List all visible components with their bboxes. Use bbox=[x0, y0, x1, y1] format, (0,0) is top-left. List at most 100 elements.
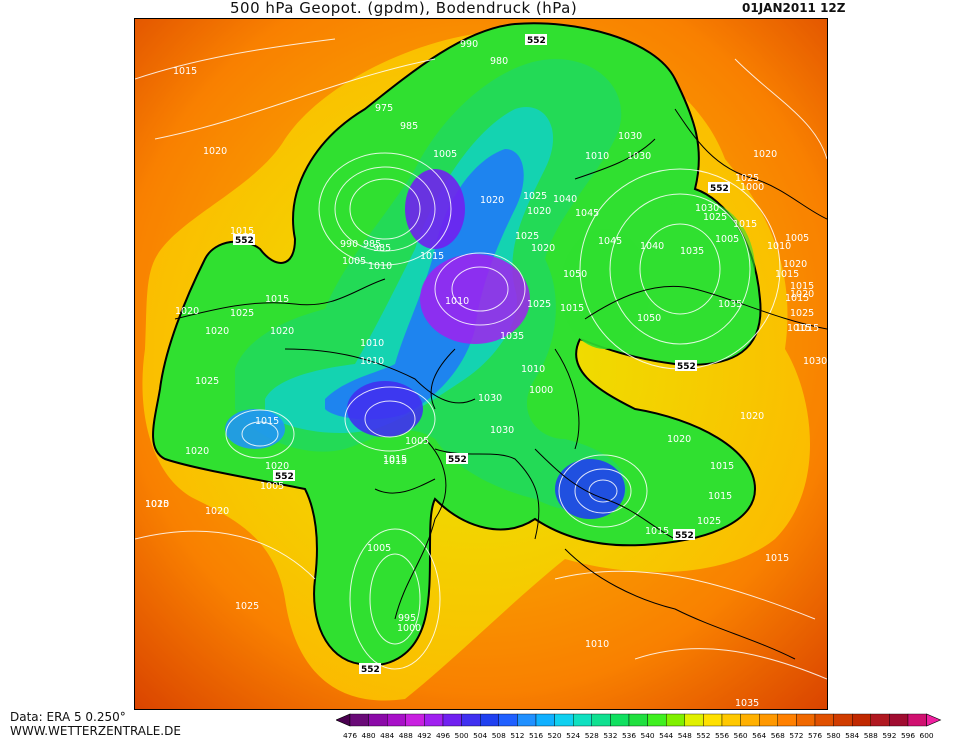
colorbar-swatch bbox=[591, 713, 611, 727]
pressure-label: 1030 bbox=[490, 425, 514, 436]
pressure-label: 1015 bbox=[785, 293, 809, 304]
pressure-label: 1015 bbox=[383, 454, 407, 465]
pressure-label: 1020 bbox=[203, 146, 227, 157]
colorbar-tick-label: 560 bbox=[734, 731, 748, 740]
data-source-label: Data: ERA 5 0.250° bbox=[10, 710, 126, 724]
colorbar-swatch bbox=[424, 713, 444, 727]
geopotential-label-box bbox=[675, 360, 697, 371]
colorbar-tick-label: 532 bbox=[603, 731, 617, 740]
pressure-label: 975 bbox=[375, 103, 393, 114]
pressure-label: 1020 bbox=[205, 326, 229, 337]
pressure-label: 1020 bbox=[185, 446, 209, 457]
colorbar-tick-label: 584 bbox=[845, 731, 859, 740]
pressure-label: 1020 bbox=[265, 461, 289, 472]
colorbar-tick-label: 544 bbox=[659, 731, 673, 740]
geopotential-label-box bbox=[525, 34, 547, 45]
pressure-label: 985 bbox=[373, 243, 391, 254]
colorbar-tick-label: 568 bbox=[771, 731, 785, 740]
colorbar-tick-label: 556 bbox=[715, 731, 729, 740]
trough-europe bbox=[555, 459, 625, 519]
colorbar-tick-label: 580 bbox=[827, 731, 841, 740]
pressure-label: 1015 bbox=[383, 456, 407, 467]
pressure-label: 1010 bbox=[360, 338, 384, 349]
colorbar-swatch bbox=[666, 713, 686, 727]
weather-map: 1015 1020 1015 1020 1020 1025 1015 1020 1025 1020… bbox=[134, 18, 828, 710]
chart-date: 01JAN2011 12Z bbox=[742, 1, 846, 15]
footer-credits: Data: ERA 5 0.250° WWW.WETTERZENTRALE.DE bbox=[10, 710, 181, 738]
pressure-label: 1015 bbox=[765, 553, 789, 564]
pressure-label: 1000 bbox=[740, 182, 764, 193]
pressure-label: 1005 bbox=[342, 256, 366, 267]
colorbar-swatch bbox=[814, 713, 834, 727]
colorbar-tick-label: 564 bbox=[752, 731, 766, 740]
pressure-label: 1020 bbox=[270, 326, 294, 337]
pressure-label: 1020 bbox=[145, 499, 169, 510]
pressure-label: 1020 bbox=[667, 434, 691, 445]
colorbar-tick-label: 488 bbox=[399, 731, 413, 740]
colorbar-swatch bbox=[517, 713, 537, 727]
colorbar-swatch bbox=[387, 713, 407, 727]
pressure-label: 1020 bbox=[790, 289, 814, 300]
geopotential-label: 552 bbox=[677, 362, 696, 372]
pressure-label: 1030 bbox=[695, 203, 719, 214]
pressure-label: 1045 bbox=[598, 236, 622, 247]
pressure-label: 1030 bbox=[478, 393, 502, 404]
colorbar-swatch bbox=[721, 713, 741, 727]
pressure-label: 1005 bbox=[367, 543, 391, 554]
colorbar-tick-label: 480 bbox=[362, 731, 376, 740]
trough-pacific bbox=[225, 409, 285, 449]
pressure-label: 1015 bbox=[173, 66, 197, 77]
chart-header: 500 hPa Geopot. (gpdm), Bodendruck (hPa)… bbox=[0, 0, 959, 17]
pressure-label: 1020 bbox=[205, 506, 229, 517]
colorbar-swatch bbox=[870, 713, 890, 727]
pressure-label: 1025 bbox=[697, 516, 721, 527]
pressure-label: 1015 bbox=[787, 323, 811, 334]
colorbar-tick-label: 484 bbox=[380, 731, 394, 740]
colorbar-tick-label: 508 bbox=[492, 731, 506, 740]
pressure-label: 1010 bbox=[767, 241, 791, 252]
pressure-label: 1025 bbox=[515, 231, 539, 242]
pressure-label: 985 bbox=[363, 239, 381, 250]
pressure-label: 995 bbox=[398, 613, 416, 624]
colorbar-swatch bbox=[796, 713, 816, 727]
colorbar: 476 480 484 488 492 496 500 504 508 512 516 520 524 5… bbox=[336, 713, 956, 741]
colorbar-tick-label: 588 bbox=[864, 731, 878, 740]
geopotential-label-box bbox=[708, 182, 730, 193]
pressure-label: 985 bbox=[400, 121, 418, 132]
colorbar-swatch bbox=[535, 713, 555, 727]
colorbar-swatch bbox=[684, 713, 704, 727]
pressure-label: 1020 bbox=[480, 195, 504, 206]
pressure-label: 1015 bbox=[775, 269, 799, 280]
geopotential-label: 552 bbox=[361, 665, 380, 675]
colorbar-swatch bbox=[759, 713, 779, 727]
pressure-label: 1015 bbox=[265, 294, 289, 305]
pressure-label: 1035 bbox=[718, 299, 742, 310]
siberia-ridge bbox=[560, 229, 650, 349]
colorbar-tick-label: 476 bbox=[343, 731, 357, 740]
colorbar-swatch bbox=[889, 713, 909, 727]
pressure-label: 1035 bbox=[680, 246, 704, 257]
colorbar-tick-label: 596 bbox=[901, 731, 915, 740]
colorbar-swatch bbox=[610, 713, 630, 727]
colorbar-tick-label: 520 bbox=[548, 731, 562, 740]
colorbar-tick-label: 500 bbox=[455, 731, 469, 740]
colorbar-arrow-left bbox=[336, 713, 351, 727]
colorbar-swatch bbox=[833, 713, 853, 727]
pressure-label: 1005 bbox=[715, 234, 739, 245]
pressure-label: 1025 bbox=[790, 308, 814, 319]
colorbar-swatch bbox=[349, 713, 369, 727]
geopotential-label-box bbox=[359, 663, 381, 674]
geopotential-label-box bbox=[446, 453, 468, 464]
pressure-label: 1020 bbox=[753, 149, 777, 160]
pressure-label: 1035 bbox=[500, 331, 524, 342]
colorbar-tick-label: 552 bbox=[696, 731, 710, 740]
pressure-label: 1015 bbox=[790, 281, 814, 292]
pressure-label: 1045 bbox=[575, 208, 599, 219]
pressure-label: 1015 bbox=[420, 251, 444, 262]
geopotential-label: 552 bbox=[710, 184, 729, 194]
colorbar-swatch bbox=[703, 713, 723, 727]
pressure-label: 1025 bbox=[703, 212, 727, 223]
pressure-label: 1000 bbox=[397, 623, 421, 634]
pressure-label: 1015 bbox=[145, 499, 169, 510]
colorbar-tick-label: 536 bbox=[622, 731, 636, 740]
